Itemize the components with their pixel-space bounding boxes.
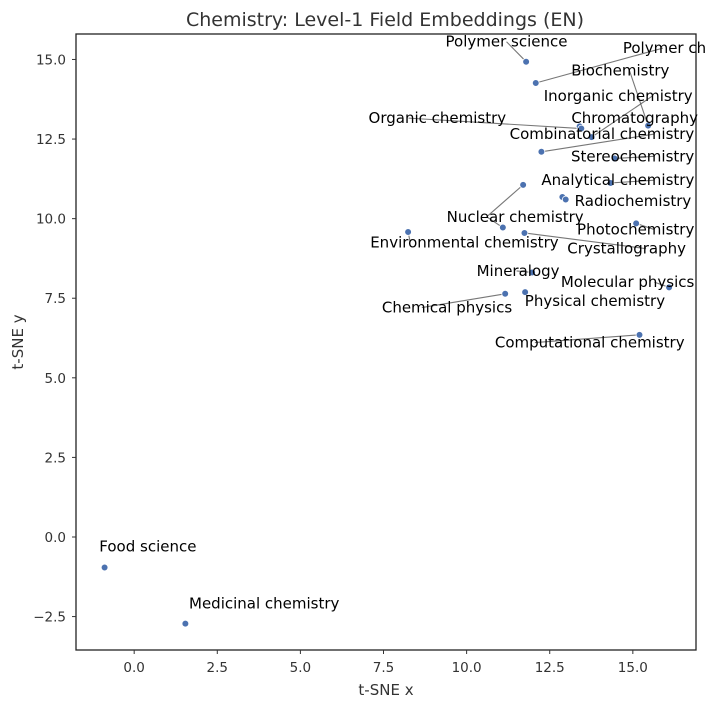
point-label: Inorganic chemistry — [544, 87, 693, 105]
point-label: Combinatorial chemistry — [510, 125, 695, 143]
x-tick-label: 5.0 — [290, 660, 311, 676]
data-point — [501, 289, 509, 298]
y-tick-label: 7.5 — [45, 291, 66, 307]
data-point — [404, 228, 412, 236]
x-tick-label: 12.5 — [535, 660, 565, 676]
data-points — [100, 57, 673, 628]
plot-frame — [75, 33, 697, 651]
point-label: Computational chemistry — [495, 334, 685, 352]
leader-line — [541, 133, 655, 153]
point-label: Organic chemistry — [369, 109, 507, 127]
y-tick-label: 5.0 — [45, 371, 66, 387]
data-point — [499, 223, 507, 232]
point-label: Crystallography — [567, 240, 686, 258]
leader-line — [628, 70, 649, 126]
y-tick-label: 0.0 — [45, 530, 66, 546]
data-point — [520, 229, 529, 237]
point-label: Physical chemistry — [525, 292, 665, 310]
leader-line — [524, 232, 647, 250]
x-tick-label: 15.0 — [618, 660, 648, 676]
x-axis: 0.0 2.5 5.0 7.5 10.0 12.5 15.0 — [123, 650, 648, 676]
y-axis: −2.5 0.0 2.5 5.0 7.5 10.0 12.5 15.0 — [33, 52, 76, 626]
leader-line — [486, 184, 524, 218]
point-label: Mineralogy — [477, 262, 560, 280]
data-point — [531, 79, 540, 87]
data-point — [632, 219, 640, 228]
point-label: Analytical chemistry — [541, 171, 694, 189]
data-point — [519, 181, 527, 189]
y-tick-label: −2.5 — [33, 610, 66, 626]
point-label: Radiochemistry — [575, 192, 692, 210]
leader-line — [421, 293, 506, 309]
x-tick-label: 2.5 — [207, 660, 228, 676]
point-label: Environmental chemistry — [370, 233, 559, 251]
y-tick-label: 2.5 — [45, 450, 66, 466]
y-axis-label: t-SNE y — [9, 314, 27, 369]
point-label: Polymer chemistry — [623, 39, 705, 57]
point-label: Medicinal chemistry — [189, 595, 340, 613]
data-point — [644, 121, 652, 130]
data-point — [100, 563, 109, 572]
leader-line — [614, 155, 655, 160]
point-label: Photochemistry — [577, 221, 694, 239]
y-tick-label: 12.5 — [36, 132, 66, 148]
leader-line — [534, 334, 640, 344]
point-label: Chromatography — [571, 109, 698, 127]
data-point — [665, 283, 673, 292]
leader-lines — [407, 41, 670, 344]
point-label: Stereochemistry — [571, 147, 694, 165]
point-label: Biochemistry — [571, 61, 669, 79]
point-label: Molecular physics — [561, 273, 695, 291]
data-point — [635, 331, 644, 339]
y-tick-label: 10.0 — [36, 212, 66, 228]
data-point — [577, 124, 586, 133]
chart-title: Chemistry: Level-1 Field Embeddings (EN) — [186, 9, 584, 31]
data-point — [537, 147, 546, 156]
x-tick-label: 10.0 — [452, 660, 482, 676]
point-label: Food science — [99, 537, 196, 555]
point-labels: Polymer science Polymer chemistry Biochemi… — [99, 33, 705, 613]
leader-line — [610, 179, 655, 184]
data-point — [522, 57, 530, 66]
leader-line — [506, 41, 527, 63]
y-tick-label: 15.0 — [36, 52, 66, 68]
leader-line — [408, 117, 582, 130]
point-label: Chemical physics — [382, 299, 512, 317]
data-point — [610, 154, 619, 163]
data-point — [587, 133, 596, 141]
x-axis-label: t-SNE x — [358, 681, 413, 699]
leader-line — [591, 95, 653, 138]
x-tick-label: 0.0 — [123, 660, 144, 676]
point-label: Polymer science — [446, 33, 568, 51]
data-point — [181, 619, 190, 628]
x-tick-label: 7.5 — [373, 660, 394, 676]
point-label: Nuclear chemistry — [447, 208, 584, 226]
data-point — [561, 195, 570, 204]
leader-line — [535, 47, 664, 84]
data-point — [521, 288, 529, 296]
data-point — [528, 268, 536, 277]
data-point — [606, 179, 615, 187]
